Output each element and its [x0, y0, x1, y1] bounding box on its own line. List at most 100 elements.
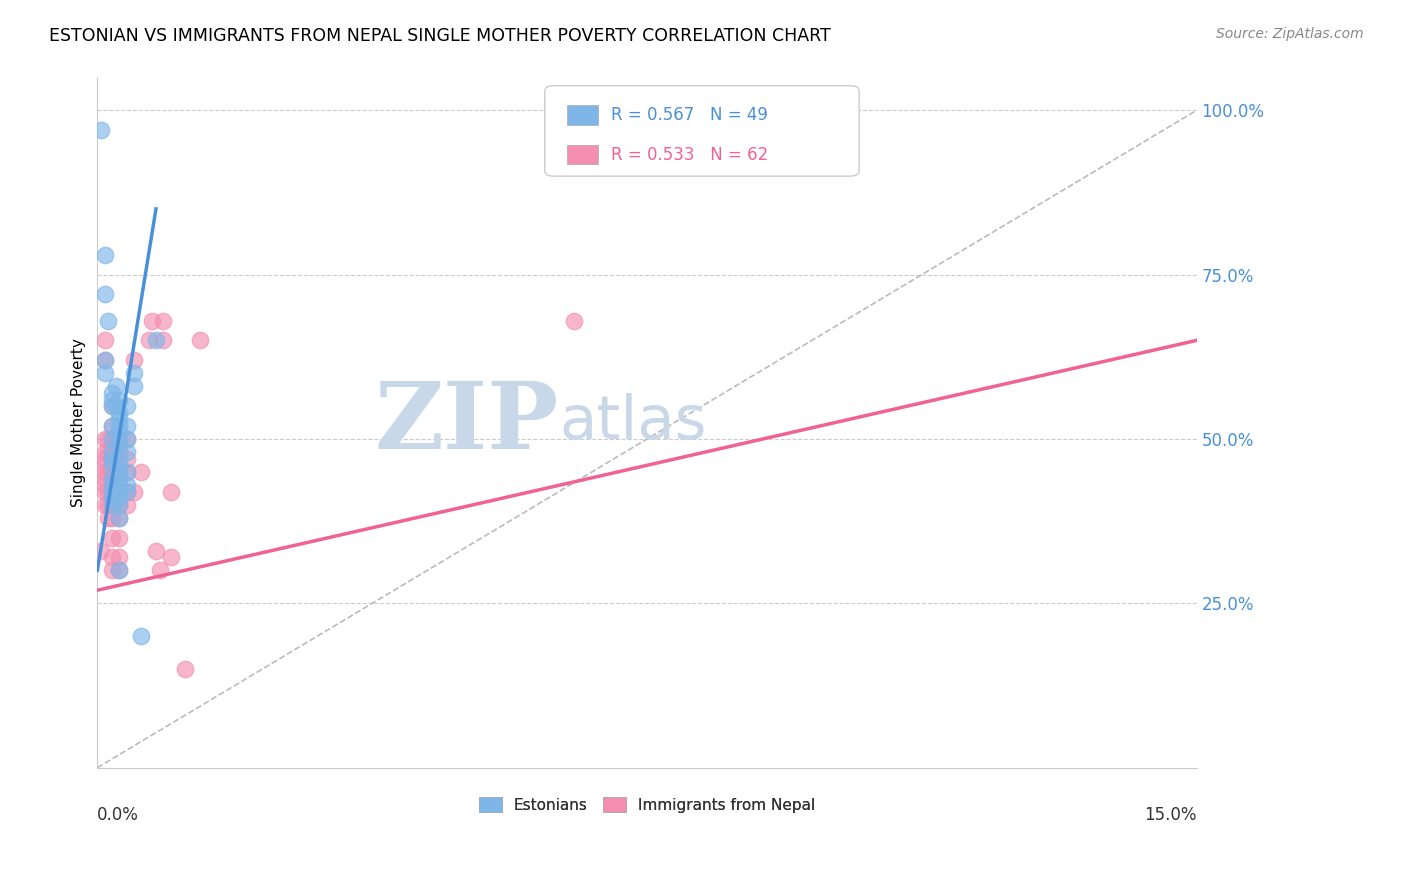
- Point: [149, 564, 172, 578]
- Point: [108, 425, 131, 440]
- Point: [108, 406, 131, 420]
- Point: [101, 458, 124, 473]
- Point: [104, 465, 127, 479]
- Point: [108, 491, 131, 505]
- Point: [188, 334, 211, 348]
- Point: [104, 399, 127, 413]
- Point: [115, 484, 138, 499]
- Point: [108, 531, 131, 545]
- Point: [145, 334, 167, 348]
- Y-axis label: Single Mother Poverty: Single Mother Poverty: [72, 338, 86, 507]
- Point: [101, 531, 124, 545]
- Point: [145, 543, 167, 558]
- Point: [97, 445, 120, 459]
- Point: [101, 418, 124, 433]
- Text: ZIP: ZIP: [375, 377, 560, 467]
- Point: [101, 498, 124, 512]
- Point: [101, 392, 124, 407]
- Point: [97, 498, 120, 512]
- Point: [101, 471, 124, 485]
- Point: [101, 445, 124, 459]
- Point: [108, 564, 131, 578]
- Point: [101, 484, 124, 499]
- Point: [101, 399, 124, 413]
- Point: [101, 491, 124, 505]
- Point: [108, 471, 131, 485]
- Point: [101, 451, 124, 466]
- Point: [108, 458, 131, 473]
- Point: [115, 432, 138, 446]
- Point: [122, 366, 145, 380]
- Point: [131, 629, 153, 643]
- Point: [101, 451, 124, 466]
- Point: [93, 353, 115, 368]
- Point: [152, 334, 174, 348]
- Point: [115, 445, 138, 459]
- Point: [108, 432, 131, 446]
- Point: [122, 379, 145, 393]
- Point: [101, 432, 124, 446]
- Point: [93, 287, 115, 301]
- Point: [141, 314, 163, 328]
- Text: 0.0%: 0.0%: [97, 805, 139, 823]
- Point: [115, 498, 138, 512]
- Point: [115, 465, 138, 479]
- Point: [108, 412, 131, 426]
- Point: [108, 418, 131, 433]
- Point: [108, 511, 131, 525]
- Point: [90, 123, 112, 137]
- Point: [101, 564, 124, 578]
- Point: [93, 445, 115, 459]
- Point: [101, 399, 124, 413]
- Text: ESTONIAN VS IMMIGRANTS FROM NEPAL SINGLE MOTHER POVERTY CORRELATION CHART: ESTONIAN VS IMMIGRANTS FROM NEPAL SINGLE…: [49, 27, 831, 45]
- Point: [108, 451, 131, 466]
- Point: [115, 451, 138, 466]
- Point: [101, 550, 124, 565]
- Point: [108, 564, 131, 578]
- Point: [93, 353, 115, 368]
- Point: [115, 418, 138, 433]
- Point: [122, 353, 145, 368]
- Point: [93, 465, 115, 479]
- FancyBboxPatch shape: [544, 86, 859, 176]
- Point: [108, 511, 131, 525]
- Point: [108, 498, 131, 512]
- FancyBboxPatch shape: [567, 145, 598, 164]
- Point: [97, 484, 120, 499]
- Point: [93, 458, 115, 473]
- Point: [115, 399, 138, 413]
- Point: [93, 451, 115, 466]
- Point: [104, 379, 127, 393]
- Point: [104, 445, 127, 459]
- Point: [115, 484, 138, 499]
- Point: [93, 478, 115, 492]
- Text: R = 0.567   N = 49: R = 0.567 N = 49: [610, 106, 768, 124]
- Point: [562, 314, 585, 328]
- Point: [122, 484, 145, 499]
- Point: [93, 248, 115, 262]
- Legend: Estonians, Immigrants from Nepal: Estonians, Immigrants from Nepal: [472, 790, 821, 819]
- Point: [97, 511, 120, 525]
- Point: [101, 484, 124, 499]
- Text: Source: ZipAtlas.com: Source: ZipAtlas.com: [1216, 27, 1364, 41]
- Point: [101, 498, 124, 512]
- Point: [108, 478, 131, 492]
- Text: 15.0%: 15.0%: [1144, 805, 1197, 823]
- Point: [97, 314, 120, 328]
- Point: [101, 386, 124, 401]
- Text: atlas: atlas: [560, 393, 707, 452]
- Point: [138, 334, 160, 348]
- Point: [93, 334, 115, 348]
- Point: [108, 478, 131, 492]
- Point: [93, 366, 115, 380]
- Point: [93, 471, 115, 485]
- Point: [108, 432, 131, 446]
- Point: [97, 432, 120, 446]
- Point: [101, 478, 124, 492]
- Point: [152, 314, 174, 328]
- Point: [93, 432, 115, 446]
- Point: [101, 432, 124, 446]
- Point: [108, 550, 131, 565]
- Point: [90, 543, 112, 558]
- Point: [101, 471, 124, 485]
